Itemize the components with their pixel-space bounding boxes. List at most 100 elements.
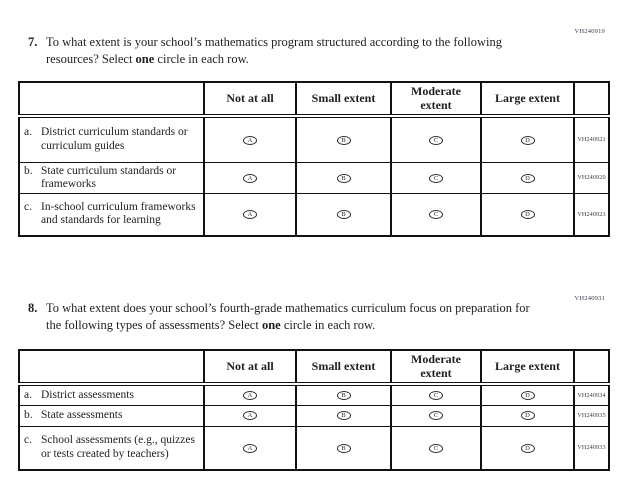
option-cell: A — [203, 115, 297, 163]
row-label: State assessments — [41, 408, 123, 421]
option-cell: C — [390, 383, 482, 406]
option-bubble-d[interactable]: D — [520, 411, 535, 421]
question-8-header-row: Not at all Small extent Moderate extent … — [18, 349, 610, 386]
row-label: In-school curriculum frameworks and stan… — [41, 201, 196, 227]
option-bubble-a[interactable]: A — [243, 443, 257, 453]
option-bubble-c[interactable]: C — [429, 411, 443, 421]
option-bubble-d[interactable]: D — [520, 391, 535, 401]
row-label: State curriculum standards or frameworks — [41, 164, 177, 190]
table-row: c. School assessments (e.g., quizzes or t… — [18, 425, 610, 471]
option-cell: B — [295, 404, 392, 427]
option-bubble-c[interactable]: C — [429, 210, 443, 220]
header-small-extent: Small extent — [295, 81, 392, 118]
question-7-item-code: VH240919 — [574, 28, 605, 35]
header-small-extent: Small extent — [295, 349, 392, 386]
option-cell: C — [390, 161, 482, 195]
header-code-cell — [573, 349, 610, 386]
option-bubble-a[interactable]: A — [243, 411, 257, 421]
row-item-code: VH240921 — [573, 115, 610, 163]
option-cell: D — [480, 193, 575, 237]
question-8-item-code: VH240931 — [574, 295, 605, 302]
option-cell: B — [295, 383, 392, 406]
question-7-table: Not at all Small extent Moderate extent … — [18, 81, 610, 237]
option-bubble-b[interactable]: B — [336, 135, 351, 145]
row-item-code: VH240933 — [573, 425, 610, 471]
question-7-text-part2: circle in each row. — [154, 52, 249, 66]
row-letter: a. — [24, 388, 32, 401]
header-large-extent: Large extent — [480, 81, 575, 118]
question-8-text-part1: To what extent does your school’s fourth… — [46, 301, 530, 332]
option-bubble-b[interactable]: B — [336, 411, 351, 421]
table-row: a. District assessments A B C D VH240934 — [18, 383, 610, 406]
option-cell: A — [203, 383, 297, 406]
option-cell: C — [390, 115, 482, 163]
question-7-text: To what extent is your school’s mathemat… — [46, 34, 548, 68]
option-bubble-a[interactable]: A — [243, 210, 257, 220]
option-cell: D — [480, 161, 575, 195]
row-item-code: VH240920 — [573, 161, 610, 195]
option-bubble-d[interactable]: D — [520, 135, 535, 145]
option-cell: D — [480, 383, 575, 406]
row-label-cell: a. District curriculum standards or curri… — [18, 115, 205, 163]
option-bubble-c[interactable]: C — [429, 173, 443, 183]
question-8-text-part2: circle in each row. — [280, 318, 376, 332]
row-letter: b. — [24, 164, 33, 177]
question-7-header-row: Not at all Small extent Moderate extent … — [18, 81, 610, 118]
header-not-at-all: Not at all — [203, 349, 297, 386]
question-7-number: 7. — [28, 35, 38, 49]
option-cell: A — [203, 161, 297, 195]
header-code-cell — [573, 81, 610, 118]
row-letter: a. — [24, 126, 32, 139]
table-row: a. District curriculum standards or curri… — [18, 115, 610, 163]
option-bubble-a[interactable]: A — [243, 135, 257, 145]
row-label-cell: b. State curriculum standards or framewor… — [18, 161, 205, 195]
table-row: c. In-school curriculum frameworks and st… — [18, 193, 610, 237]
option-cell: C — [390, 404, 482, 427]
row-label-cell: b. State assessments — [18, 404, 205, 427]
header-large-extent: Large extent — [480, 349, 575, 386]
option-bubble-b[interactable]: B — [336, 391, 351, 401]
row-letter: b. — [24, 408, 33, 421]
question-8: 8. To what extent does your school’s fou… — [28, 300, 548, 334]
option-bubble-c[interactable]: C — [429, 443, 443, 453]
row-letter: c. — [24, 434, 32, 447]
option-cell: C — [390, 425, 482, 471]
question-7: 7. To what extent is your school’s mathe… — [28, 34, 548, 68]
question-7-text-bold: one — [135, 52, 155, 66]
option-cell: B — [295, 161, 392, 195]
option-bubble-b[interactable]: B — [336, 173, 351, 183]
header-empty-cell — [18, 349, 205, 386]
option-bubble-c[interactable]: C — [429, 135, 443, 145]
row-label: School assessments (e.g., quizzes or tes… — [41, 434, 195, 460]
table-row: b. State curriculum standards or framewor… — [18, 161, 610, 195]
option-bubble-d[interactable]: D — [520, 173, 535, 183]
option-cell: A — [203, 404, 297, 427]
option-cell: D — [480, 115, 575, 163]
option-bubble-d[interactable]: D — [520, 443, 535, 453]
question-8-table: Not at all Small extent Moderate extent … — [18, 349, 610, 471]
option-bubble-b[interactable]: B — [336, 443, 351, 453]
option-bubble-c[interactable]: C — [429, 391, 443, 401]
header-moderate-extent: Moderate extent — [390, 81, 482, 118]
header-not-at-all: Not at all — [203, 81, 297, 118]
row-item-code: VH240935 — [573, 404, 610, 427]
option-bubble-a[interactable]: A — [243, 391, 257, 401]
option-cell: D — [480, 404, 575, 427]
row-label: District curriculum standards or curricu… — [41, 126, 188, 152]
option-bubble-a[interactable]: A — [243, 173, 257, 183]
row-letter: c. — [24, 201, 32, 214]
option-bubble-b[interactable]: B — [336, 210, 351, 220]
option-cell: A — [203, 193, 297, 237]
option-bubble-d[interactable]: D — [520, 210, 535, 220]
option-cell: D — [480, 425, 575, 471]
row-label-cell: c. In-school curriculum frameworks and st… — [18, 193, 205, 237]
option-cell: B — [295, 425, 392, 471]
row-item-code: VH240934 — [573, 383, 610, 406]
question-8-text-bold: one — [261, 318, 281, 332]
header-moderate-extent: Moderate extent — [390, 349, 482, 386]
option-cell: A — [203, 425, 297, 471]
table-row: b. State assessments A B C D VH240935 — [18, 404, 610, 427]
row-item-code: VH240923 — [573, 193, 610, 237]
question-8-number: 8. — [28, 301, 38, 315]
